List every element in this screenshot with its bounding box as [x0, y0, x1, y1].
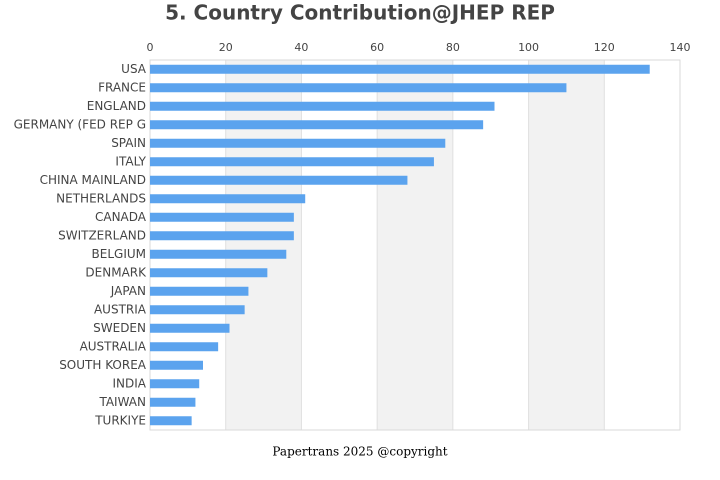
y-tick-label: SWITZERLAND	[58, 228, 146, 242]
footer: Papertrans 2025 @copyright	[272, 445, 447, 459]
x-tick-label: 100	[518, 41, 539, 54]
bar	[150, 323, 230, 333]
y-tick-label: AUSTRIA	[94, 302, 147, 316]
y-tick-label: BELGIUM	[92, 247, 146, 261]
bar	[150, 305, 245, 315]
y-tick-label: CHINA MAINLAND	[40, 173, 146, 187]
bar	[150, 286, 249, 296]
x-tick-label: 40	[294, 41, 308, 54]
x-tick-label: 0	[147, 41, 154, 54]
y-tick-label: JAPAN	[110, 284, 146, 298]
x-tick-label: 140	[670, 41, 691, 54]
y-tick-label: SWEDEN	[93, 321, 146, 335]
bar	[150, 138, 446, 148]
bar	[150, 231, 294, 241]
y-tick-label: ENGLAND	[87, 99, 146, 113]
grid-band	[528, 60, 605, 430]
y-tick-label: INDIA	[112, 376, 146, 390]
x-tick-label: 20	[219, 41, 233, 54]
bar	[150, 120, 484, 130]
bar	[150, 157, 434, 167]
y-tick-label: AUSTRALIA	[80, 339, 147, 353]
bar	[150, 342, 219, 352]
y-tick-label: SPAIN	[111, 136, 146, 150]
grid-band	[377, 60, 453, 430]
bar	[150, 416, 192, 426]
bar	[150, 212, 294, 222]
y-tick-label: USA	[121, 62, 147, 76]
plot-border	[149, 59, 681, 431]
bar	[150, 83, 567, 93]
bar	[150, 360, 203, 370]
x-tick-label: 60	[370, 41, 384, 54]
y-tick-label: DENMARK	[85, 265, 147, 279]
x-tick-label: 120	[594, 41, 615, 54]
y-tick-label: NETHERLANDS	[56, 191, 146, 205]
bar	[150, 175, 408, 185]
x-tick-label: 80	[446, 41, 460, 54]
bar	[150, 268, 268, 278]
y-tick-label: TURKIYE	[94, 413, 146, 427]
bar	[150, 64, 650, 74]
bar	[150, 379, 200, 389]
bar	[150, 249, 287, 259]
bar	[150, 397, 196, 407]
y-tick-label: GERMANY (FED REP G	[14, 117, 146, 131]
y-tick-label: CANADA	[95, 210, 147, 224]
y-tick-label: TAIWAN	[98, 395, 146, 409]
chart-title: 5. Country Contribution@JHEP REP	[165, 1, 555, 25]
grid-band	[225, 60, 302, 430]
y-tick-label: SOUTH KOREA	[59, 358, 147, 372]
bar	[150, 194, 306, 204]
y-tick-label: FRANCE	[98, 80, 146, 94]
y-tick-label: ITALY	[115, 154, 146, 168]
bar	[150, 101, 495, 111]
